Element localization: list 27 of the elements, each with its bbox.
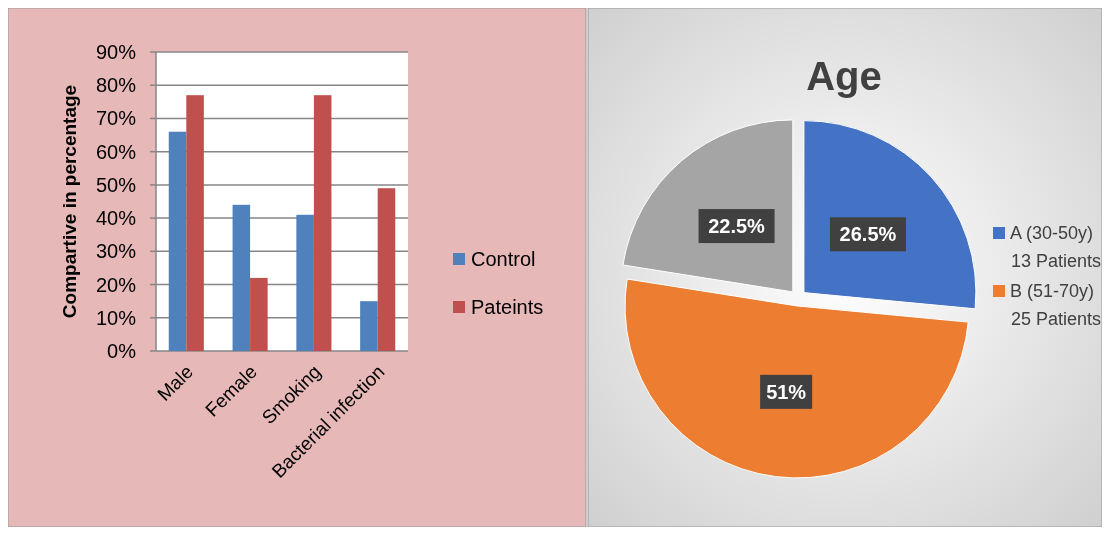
bar bbox=[186, 95, 204, 351]
y-tick-label: 70% bbox=[95, 107, 137, 130]
legend-label: Pateints bbox=[471, 296, 544, 318]
y-tick-label: 50% bbox=[95, 173, 137, 196]
y-tick-label: 0% bbox=[107, 340, 137, 362]
legend-label: A (30-50y) 13 Patients bbox=[1010, 223, 1102, 272]
bar bbox=[232, 204, 251, 351]
y-tick-label: 30% bbox=[95, 240, 137, 263]
data-label: 26.5% bbox=[839, 223, 897, 246]
y-axis-title: Compartive in percentage bbox=[59, 84, 80, 319]
y-tick-label: 10% bbox=[95, 306, 137, 329]
data-label: 51% bbox=[766, 380, 807, 403]
y-tick-label: 20% bbox=[95, 273, 137, 296]
data-label: 22.5% bbox=[708, 215, 766, 238]
bar bbox=[313, 95, 332, 351]
y-tick-label: 60% bbox=[95, 140, 137, 163]
bar bbox=[360, 301, 378, 351]
y-tick-label: 40% bbox=[95, 207, 137, 230]
bar bbox=[296, 214, 314, 351]
chart-title: Age bbox=[806, 54, 882, 98]
y-tick-label: 90% bbox=[95, 41, 137, 63]
bar bbox=[377, 188, 396, 351]
bar bbox=[168, 131, 187, 351]
y-tick-label: 80% bbox=[95, 74, 137, 97]
legend-label: B (51-70y) 25 Patients bbox=[1010, 281, 1102, 330]
bar bbox=[250, 277, 268, 351]
legend-label: Control bbox=[471, 248, 536, 270]
